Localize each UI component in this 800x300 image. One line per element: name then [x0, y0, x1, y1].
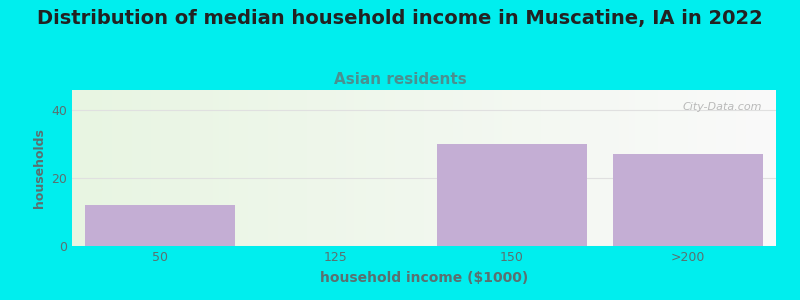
- Text: City-Data.com: City-Data.com: [682, 103, 762, 112]
- Bar: [614, 154, 763, 246]
- Bar: [437, 144, 586, 246]
- Bar: [86, 205, 235, 246]
- Text: Asian residents: Asian residents: [334, 72, 466, 87]
- X-axis label: household income ($1000): household income ($1000): [320, 271, 528, 285]
- Text: Distribution of median household income in Muscatine, IA in 2022: Distribution of median household income …: [37, 9, 763, 28]
- Y-axis label: households: households: [33, 128, 46, 208]
